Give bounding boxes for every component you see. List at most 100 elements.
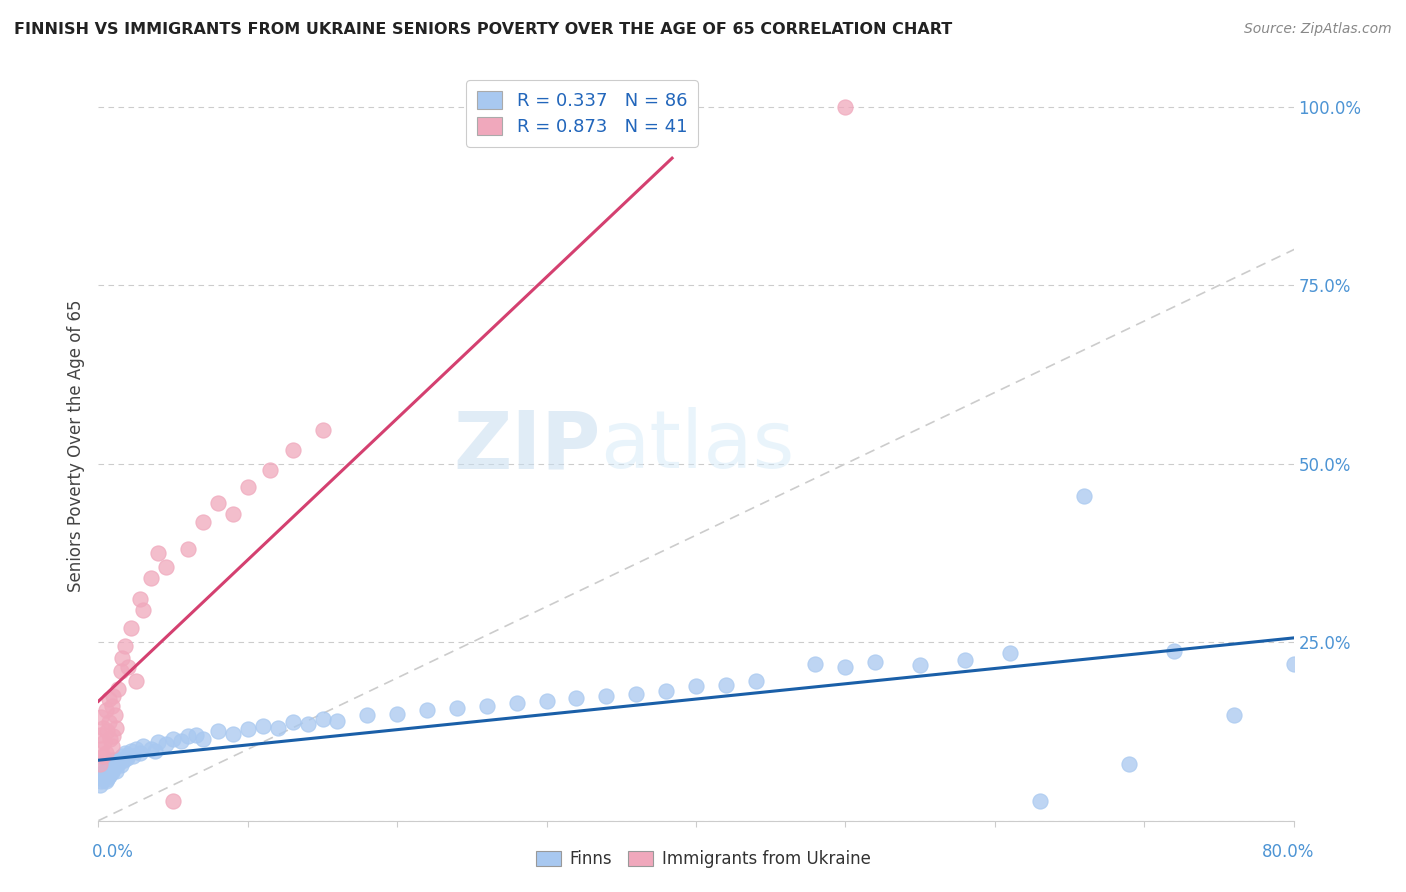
Point bbox=[117, 747, 139, 762]
Point bbox=[998, 646, 1021, 660]
Point bbox=[96, 724, 118, 739]
Point bbox=[326, 714, 349, 728]
Point bbox=[714, 678, 737, 692]
Point bbox=[96, 772, 118, 787]
Point bbox=[416, 703, 439, 717]
Point bbox=[93, 765, 115, 780]
Point bbox=[1163, 644, 1185, 658]
Legend: Finns, Immigrants from Ukraine: Finns, Immigrants from Ukraine bbox=[529, 844, 877, 875]
Point bbox=[865, 655, 887, 669]
Point bbox=[97, 715, 120, 730]
Point bbox=[311, 712, 333, 726]
Point bbox=[236, 723, 259, 737]
Text: ZIP: ZIP bbox=[453, 407, 600, 485]
Point bbox=[297, 717, 319, 731]
Point bbox=[117, 660, 139, 674]
Point bbox=[114, 639, 136, 653]
Point bbox=[90, 742, 112, 756]
Point bbox=[1223, 708, 1246, 723]
Point bbox=[94, 764, 117, 778]
Point bbox=[93, 735, 115, 749]
Point bbox=[101, 699, 124, 714]
Point bbox=[121, 749, 143, 764]
Text: 0.0%: 0.0% bbox=[91, 843, 134, 861]
Point bbox=[101, 739, 124, 753]
Point bbox=[207, 724, 229, 739]
Point bbox=[91, 767, 114, 781]
Point bbox=[104, 753, 127, 767]
Point bbox=[655, 683, 678, 698]
Point bbox=[103, 762, 125, 776]
Point bbox=[1028, 794, 1050, 808]
Point bbox=[139, 742, 162, 756]
Point bbox=[94, 703, 117, 717]
Point bbox=[132, 603, 155, 617]
Point bbox=[475, 699, 498, 714]
Point bbox=[252, 719, 274, 733]
Point bbox=[222, 726, 245, 740]
Point bbox=[104, 758, 127, 772]
Point bbox=[98, 764, 122, 778]
Point bbox=[506, 696, 529, 710]
Point bbox=[110, 758, 132, 772]
Point bbox=[169, 733, 191, 747]
Point bbox=[222, 507, 245, 521]
Point bbox=[91, 749, 114, 764]
Point bbox=[96, 760, 118, 774]
Point bbox=[111, 749, 134, 764]
Point bbox=[97, 692, 120, 706]
Point bbox=[110, 664, 132, 678]
Point bbox=[125, 674, 148, 689]
Point bbox=[105, 764, 128, 778]
Point bbox=[89, 778, 111, 792]
Point bbox=[103, 756, 125, 771]
Point bbox=[536, 694, 558, 708]
Point bbox=[177, 730, 200, 744]
Point bbox=[94, 746, 117, 760]
Point bbox=[595, 689, 617, 703]
Point bbox=[143, 744, 166, 758]
Point bbox=[267, 721, 290, 735]
Point bbox=[101, 765, 124, 780]
Point bbox=[94, 774, 117, 789]
Point bbox=[90, 710, 112, 724]
Point bbox=[626, 687, 648, 701]
Point bbox=[98, 756, 122, 771]
Point bbox=[177, 542, 200, 557]
Point bbox=[191, 731, 214, 746]
Legend: R = 0.337   N = 86, R = 0.873   N = 41: R = 0.337 N = 86, R = 0.873 N = 41 bbox=[465, 80, 697, 147]
Point bbox=[311, 423, 333, 437]
Point bbox=[446, 701, 468, 715]
Point bbox=[148, 735, 170, 749]
Text: atlas: atlas bbox=[600, 407, 794, 485]
Point bbox=[685, 680, 707, 694]
Point bbox=[162, 731, 184, 746]
Point bbox=[120, 744, 142, 758]
Point bbox=[125, 742, 148, 756]
Point bbox=[207, 496, 229, 510]
Point bbox=[112, 753, 135, 767]
Point bbox=[91, 772, 114, 787]
Point bbox=[129, 592, 152, 607]
Point bbox=[107, 681, 129, 696]
Point bbox=[804, 657, 827, 671]
Point bbox=[107, 756, 129, 771]
Point bbox=[565, 690, 588, 705]
Point bbox=[97, 769, 120, 783]
Point bbox=[162, 794, 184, 808]
Point bbox=[1118, 756, 1140, 771]
Point bbox=[91, 762, 114, 776]
Point bbox=[148, 546, 170, 560]
Point bbox=[98, 767, 122, 781]
Point bbox=[89, 728, 111, 742]
Point bbox=[103, 730, 125, 744]
Point bbox=[281, 442, 304, 457]
Point bbox=[89, 756, 111, 771]
Point bbox=[259, 462, 281, 476]
Point bbox=[191, 516, 214, 530]
Text: Source: ZipAtlas.com: Source: ZipAtlas.com bbox=[1244, 22, 1392, 37]
Point bbox=[91, 721, 114, 735]
Point bbox=[120, 621, 142, 635]
Point bbox=[132, 739, 155, 753]
Point bbox=[834, 100, 856, 114]
